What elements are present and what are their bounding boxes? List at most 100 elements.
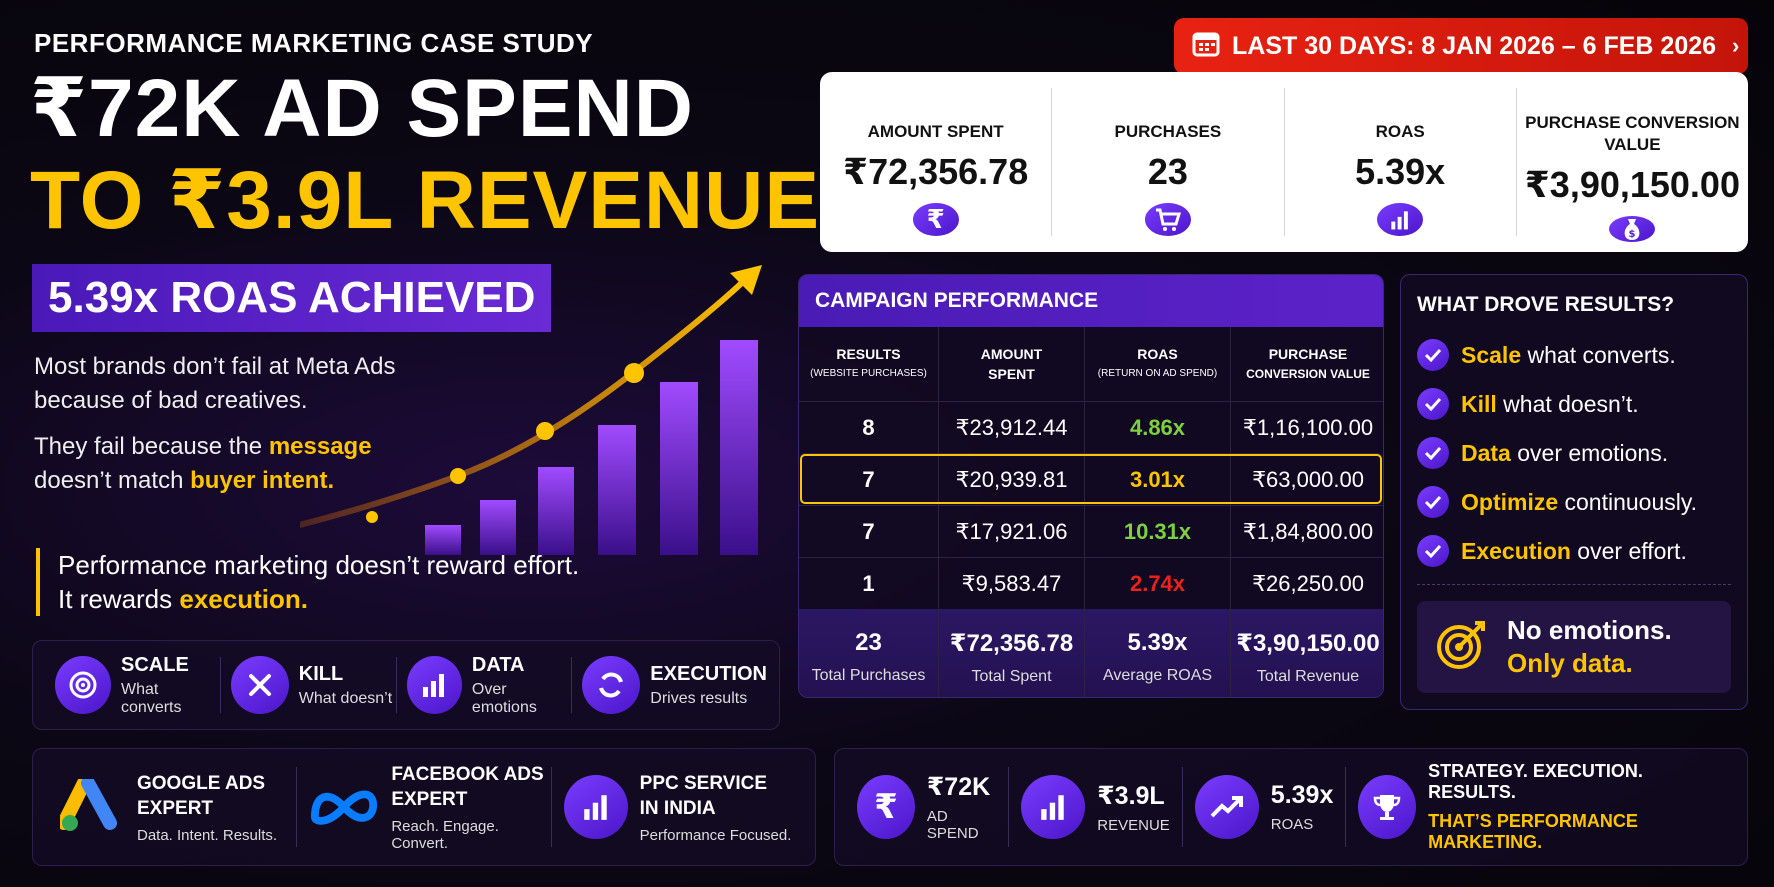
growth-bar <box>425 525 461 555</box>
campaign-performance-table: CAMPAIGN PERFORMANCE RESULTS (WEBSITE PUR… <box>798 274 1384 698</box>
trend-point <box>366 511 378 523</box>
principle-kill: KILL What doesn’t <box>221 656 397 714</box>
growth-bar <box>598 425 636 555</box>
conversion-value-cell: ₹63,000.00 <box>1252 466 1364 492</box>
bar-chart-icon <box>1377 203 1424 236</box>
bar-chart-icon <box>406 656 462 714</box>
average-roas-cell: 5.39x Average ROAS <box>1085 609 1231 697</box>
panel-title: WHAT DROVE RESULTS? <box>1417 293 1675 316</box>
table-totals-row: 23 Total Purchases ₹72,356.78 Total Spent … <box>799 609 1383 697</box>
check-icon <box>1417 388 1449 420</box>
trend-point <box>450 468 466 484</box>
intro-paragraph-1: Most brands don’t fail at Meta Ads becau… <box>34 353 396 414</box>
principle-data: DATA Over emotions <box>397 654 573 716</box>
amount-spent-cell: ₹9,583.47 <box>939 558 1085 609</box>
no-emotions-callout: No emotions. Only data. <box>1417 601 1731 693</box>
trophy-icon <box>1358 775 1417 839</box>
kpi-purchases: PURCHASES 23 <box>1052 88 1285 236</box>
metric-ad-spend: ₹ ₹72K AD SPEND <box>845 767 1010 847</box>
expert-ppc-service: PPC SERVICE IN INDIA Performance Focused. <box>552 767 805 847</box>
kpi-conversion-value: PURCHASE CONVERSION VALUE ₹3,90,150.00 $ <box>1524 113 1740 242</box>
total-spent-cell: ₹72,356.78 Total Spent <box>939 609 1085 697</box>
intro-paragraph-2: They fail because the message doesn’t ma… <box>34 433 372 494</box>
driver-item: Optimize continuously. <box>1417 486 1731 518</box>
svg-text:$: $ <box>1629 229 1636 240</box>
table-row: 1 ₹9,583.47 2.74x ₹26,250.00 <box>799 557 1383 609</box>
roas-cell: 4.86x <box>1085 402 1231 453</box>
results-cell: 7 <box>799 506 939 557</box>
roas-badge: 5.39x ROAS ACHIEVED <box>32 264 552 332</box>
column-header-results: RESULTS (WEBSITE PURCHASES) <box>799 327 939 401</box>
growth-bar <box>480 500 516 555</box>
meta-logo <box>309 772 379 842</box>
cycle-icon <box>582 656 641 714</box>
conversion-value-cell: ₹26,250.00 <box>1252 570 1364 596</box>
trend-point <box>536 422 554 440</box>
conversion-value-cell: ₹1,16,100.00 <box>1242 414 1374 440</box>
expertise-row: GOOGLE ADS EXPERT Data. Intent. Results. F… <box>32 748 816 866</box>
bar-chart-icon <box>563 775 628 839</box>
date-range-banner[interactable]: LAST 30 DAYS: 8 JAN 2026 – 6 FEB 2026 › <box>1174 18 1748 74</box>
amount-spent-cell: ₹20,939.81 <box>939 454 1085 505</box>
kpi-amount-spent: AMOUNT SPENT ₹72,356.78 ₹ <box>820 88 1053 236</box>
growth-illustration <box>300 265 762 555</box>
check-icon <box>1417 535 1449 567</box>
conversion-value-cell: ₹1,84,800.00 <box>1242 518 1374 544</box>
driver-item: Data over emotions. <box>1417 437 1731 469</box>
check-icon <box>1417 339 1449 371</box>
metric-roas: 5.39x ROAS <box>1183 767 1347 847</box>
rupee-icon: ₹ <box>857 775 915 839</box>
kpi-summary-card: AMOUNT SPENT ₹72,356.78 ₹ PURCHASES 23 R… <box>820 72 1748 252</box>
bar-chart-icon <box>1021 775 1086 839</box>
table-header-row: RESULTS (WEBSITE PURCHASES) AMOUNT SPENT R… <box>799 327 1383 401</box>
total-purchases-cell: 23 Total Purchases <box>799 609 939 697</box>
column-header-roas: ROAS (RETURN ON AD SPEND) <box>1085 327 1231 401</box>
table-row: 7 ₹20,939.81 3.01x ₹63,000.00 <box>799 453 1383 505</box>
results-cell: 7 <box>799 454 939 505</box>
roas-cell: 2.74x <box>1085 558 1231 609</box>
calendar-icon <box>1192 29 1220 64</box>
column-header-conversion-value: PURCHASE CONVERSION VALUE <box>1246 346 1370 381</box>
hero-headline-line1: ₹72K AD SPEND <box>30 63 694 154</box>
hero-headline-line2: TO ₹3.9L REVENUE <box>30 155 821 246</box>
total-revenue-cell: ₹3,90,150.00 Total Revenue <box>1236 629 1380 685</box>
amount-spent-cell: ₹17,921.06 <box>939 506 1085 557</box>
campaign-table-title: CAMPAIGN PERFORMANCE <box>799 275 1383 327</box>
target-icon <box>1433 617 1489 678</box>
check-icon <box>1417 486 1449 518</box>
google-ads-logo <box>55 772 125 842</box>
money-bag-icon: $ <box>1609 216 1656 242</box>
growth-bar <box>538 467 574 555</box>
roas-cell: 10.31x <box>1085 506 1231 557</box>
kpi-roas: ROAS 5.39x <box>1285 88 1517 236</box>
metric-revenue: ₹3.9L REVENUE <box>1009 767 1183 847</box>
table-row: 7 ₹17,921.06 10.31x ₹1,84,800.00 <box>799 505 1383 557</box>
results-cell: 8 <box>799 402 939 453</box>
date-range-text: LAST 30 DAYS: 8 JAN 2026 – 6 FEB 2026 <box>1232 31 1717 60</box>
summary-metrics-row: ₹ ₹72K AD SPEND ₹3.9L REVENUE 5.39x ROAS ST… <box>834 748 1748 866</box>
case-study-label: PERFORMANCE MARKETING CASE STUDY <box>34 28 594 58</box>
what-drove-results-panel: WHAT DROVE RESULTS? Scale what converts.… <box>1400 274 1748 710</box>
driver-item: Kill what doesn’t. <box>1417 388 1731 420</box>
check-icon <box>1417 437 1449 469</box>
results-cell: 1 <box>799 558 939 609</box>
trend-up-icon <box>1194 775 1259 839</box>
rupee-icon: ₹ <box>912 203 959 236</box>
strategy-tagline: STRATEGY. EXECUTION. RESULTS. THAT’S PERF… <box>1346 761 1737 852</box>
table-row: 8 ₹23,912.44 4.86x ₹1,16,100.00 <box>799 401 1383 453</box>
growth-bar <box>720 340 758 555</box>
principle-execution: EXECUTION Drives results <box>572 656 767 714</box>
expert-facebook-ads: FACEBOOK ADS EXPERT Reach. Engage. Convert… <box>297 764 552 852</box>
chevron-right-icon: › <box>1732 33 1740 58</box>
column-header-amount-spent: AMOUNT SPENT <box>939 327 1085 401</box>
cart-icon <box>1144 203 1191 236</box>
divider <box>1417 584 1731 585</box>
close-icon <box>230 656 289 714</box>
trend-point <box>624 363 644 383</box>
principles-row: SCALE What converts KILL What doesn’t DATA… <box>32 640 780 730</box>
principle-scale: SCALE What converts <box>45 654 221 716</box>
growth-bar <box>660 382 698 555</box>
expert-google-ads: GOOGLE ADS EXPERT Data. Intent. Results. <box>43 767 298 847</box>
amount-spent-cell: ₹23,912.44 <box>939 402 1085 453</box>
driver-item: Execution over effort. <box>1417 535 1731 567</box>
